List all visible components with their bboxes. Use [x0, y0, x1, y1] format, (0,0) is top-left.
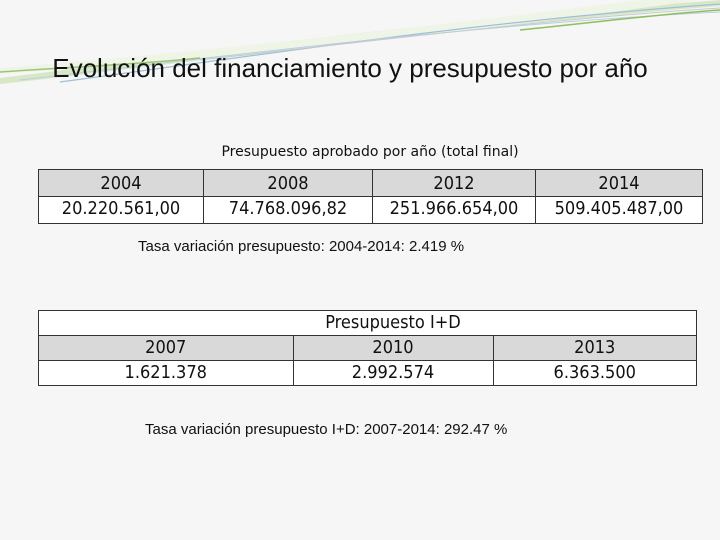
- table1-year-row: 2004 2008 2012 2014: [38, 169, 703, 197]
- table1-year: 2014: [535, 169, 703, 197]
- budget-rate-text: Tasa variación presupuesto: 2004-2014: 2…: [138, 238, 465, 255]
- table1-year: 2008: [203, 169, 373, 197]
- table1-value: 74.768.096,82: [203, 196, 373, 224]
- table2-value: 2.992.574: [292, 360, 493, 386]
- table2-year: 2013: [492, 335, 697, 361]
- table2-year: 2010: [292, 335, 493, 361]
- rd-rate-text: Tasa variación presupuesto I+D: 2007-201…: [145, 421, 508, 438]
- decorative-swoosh: [0, 0, 720, 84]
- table2-caption: Presupuesto I+D: [293, 310, 493, 336]
- table1-year: 2012: [372, 169, 536, 197]
- table2-value-row: 1.621.378 2.992.574 6.363.500: [38, 360, 697, 386]
- table2-year-row: 2007 2010 2013: [38, 335, 697, 361]
- table1-year: 2004: [38, 169, 204, 197]
- table1-value-row: 20.220.561,00 74.768.096,82 251.966.654,…: [38, 196, 703, 224]
- budget-table: 2004 2008 2012 2014 20.220.561,00 74.768…: [38, 169, 703, 224]
- table1-value: 251.966.654,00: [372, 196, 536, 224]
- table2-value: 1.621.378: [38, 360, 293, 386]
- slide-title: Evolución del financiamiento y presupues…: [52, 53, 648, 83]
- rd-budget-table: Presupuesto I+D 2007 2010 2013 1.621.378…: [38, 310, 697, 386]
- table1-caption: Presupuesto aprobado por año (total fina…: [221, 144, 519, 160]
- table1-value: 509.405.487,00: [535, 196, 703, 224]
- table2-year: 2007: [38, 335, 293, 361]
- table2-header-row: Presupuesto I+D: [38, 310, 697, 336]
- table2-value: 6.363.500: [492, 360, 697, 386]
- table1-value: 20.220.561,00: [38, 196, 204, 224]
